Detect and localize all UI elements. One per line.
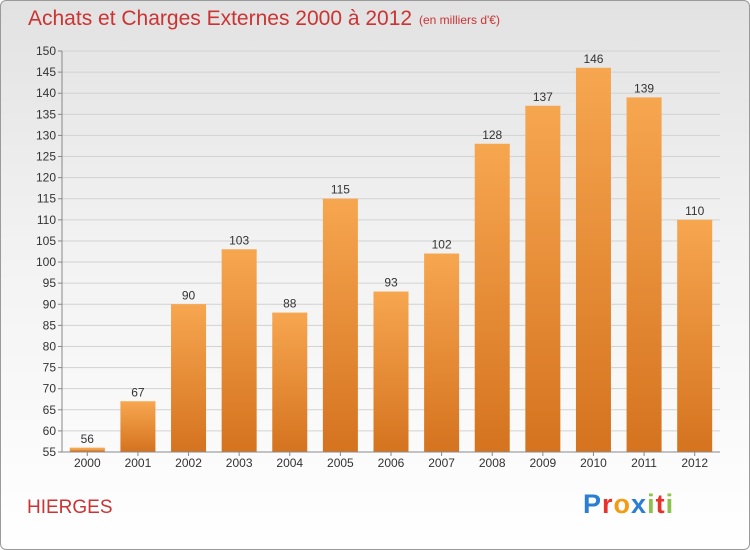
x-tick-label-2004: 2004 [276,456,303,470]
chart-subtitle: (en milliers d'€) [419,13,500,27]
y-tick-label: 65 [43,403,57,417]
data-label-2001: 67 [131,385,145,399]
bar-top-edge [474,143,510,146]
bar-2011[interactable] [626,97,662,452]
y-tick-label: 55 [43,445,57,459]
logo-letter: i [647,489,656,519]
x-tick-label-2002: 2002 [175,456,202,470]
y-tick-label: 140 [36,86,56,100]
data-label-2012: 110 [685,204,704,218]
bar-2006[interactable] [373,291,409,452]
y-tick-label: 60 [43,424,57,438]
city-name: HIERGES [27,497,113,518]
data-label-2006: 93 [384,276,398,290]
axes: 55 60 65 70 75 80 85 90 95 100 105 110 115 120 125 130 1… [36,44,720,470]
y-tick-label: 95 [43,276,57,290]
y-tick-label: 150 [36,44,56,58]
y-tick-label: 80 [43,339,57,353]
y-tick-label: 110 [37,213,56,227]
data-label-2000: 56 [81,432,95,446]
data-label-2004: 88 [283,297,297,311]
bar-2012[interactable] [677,219,713,452]
bar-top-edge [221,249,257,252]
y-tick-label: 135 [36,107,56,121]
data-label-2007: 102 [432,238,452,252]
bar-top-edge [575,67,611,70]
bar-top-edge [171,304,207,307]
logo-letter: o [613,489,632,519]
y-tick-label: 145 [36,65,56,79]
x-tick-label-2007: 2007 [428,456,455,470]
bar-2001[interactable] [120,401,156,452]
data-label-2010: 146 [583,52,603,66]
x-tick-label-2009: 2009 [529,456,556,470]
proxiti-logo[interactable]: Proxiti [583,489,674,520]
bar-2003[interactable] [221,249,257,452]
bar-2010[interactable] [575,67,611,452]
y-tick-label: 120 [36,171,56,185]
y-tick-label: 105 [36,234,56,248]
bar-2007[interactable] [424,253,460,452]
bar-top-edge [424,253,460,256]
data-label-2008: 128 [482,128,502,142]
bar-2004[interactable] [272,312,308,452]
data-label-2003: 103 [229,233,249,247]
bar-top-edge [525,105,561,108]
logo-letter: P [583,489,603,519]
logo-letter: x [631,489,648,519]
x-tick-label-2010: 2010 [580,456,607,470]
data-label-2002: 90 [182,288,196,302]
y-tick-label: 85 [43,318,57,332]
x-tick-label-2005: 2005 [327,456,354,470]
logo-letter: t [655,489,666,519]
x-tick-label-2011: 2011 [631,456,657,470]
bar-2008[interactable] [474,143,510,452]
bars [69,67,713,452]
bar-top-edge [677,219,713,222]
x-tick-label-2001: 2001 [125,456,152,470]
bar-2005[interactable] [322,198,358,452]
y-tick-label: 125 [36,150,56,164]
y-tick-label: 115 [37,192,56,206]
bar-2009[interactable] [525,105,561,452]
x-tick-label-2006: 2006 [378,456,405,470]
x-tick-label-2000: 2000 [74,456,101,470]
y-tick-label: 90 [43,297,57,311]
bar-top-edge [373,291,409,294]
logo-letter: i [665,489,675,519]
y-tick-label: 70 [43,382,57,396]
bar-top-edge [626,97,662,100]
data-label-2005: 115 [331,183,350,197]
bar-top-edge [322,198,358,201]
y-tick-label: 100 [36,255,56,269]
bar-2000[interactable] [69,447,105,452]
y-tick-label: 75 [43,361,57,375]
data-labels: 56 67 90 103 88 115 93 102 128 137 146 139 110 [81,52,705,446]
bar-top-edge [272,312,308,315]
x-tick-label-2012: 2012 [681,456,708,470]
data-label-2009: 137 [533,90,553,104]
x-tick-label-2003: 2003 [226,456,253,470]
y-tick-label: 130 [36,128,56,142]
bar-2002[interactable] [171,304,207,452]
logo-letter: r [602,489,614,519]
bar-top-edge [120,401,156,404]
data-label-2011: 139 [634,81,654,95]
x-tick-label-2008: 2008 [479,456,506,470]
bar-top-edge [69,447,105,450]
chart-title: Achats et Charges Externes 2000 à 2012 [28,7,413,30]
